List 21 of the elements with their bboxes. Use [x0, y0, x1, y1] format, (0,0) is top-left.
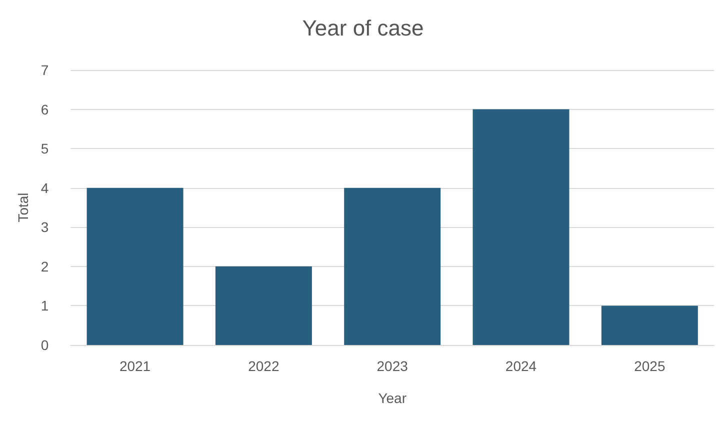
x-tick-label: 2023	[376, 358, 408, 374]
bar	[601, 306, 698, 345]
y-tick-label: 1	[40, 298, 49, 314]
bar	[215, 266, 312, 345]
bar	[472, 109, 570, 345]
y-tick-label: 0	[40, 337, 49, 353]
bar	[344, 188, 441, 345]
x-tick-label: 2024	[505, 358, 537, 374]
y-tick-label: 3	[40, 219, 49, 236]
y-tick-label: 6	[40, 101, 49, 118]
y-tick-label: 4	[40, 180, 49, 196]
x-tick-label: 2021	[119, 358, 151, 374]
bar	[86, 188, 184, 345]
y-tick-label: 2	[40, 258, 49, 274]
x-tick-label: 2025	[634, 358, 666, 374]
x-tick-label: 2022	[248, 358, 280, 374]
y-axis-title: Total	[15, 192, 31, 222]
chart-title: Year of case	[302, 16, 424, 40]
y-tick-label: 5	[40, 140, 49, 157]
y-tick-label: 7	[40, 62, 49, 78]
x-axis-title: Year	[378, 390, 407, 406]
